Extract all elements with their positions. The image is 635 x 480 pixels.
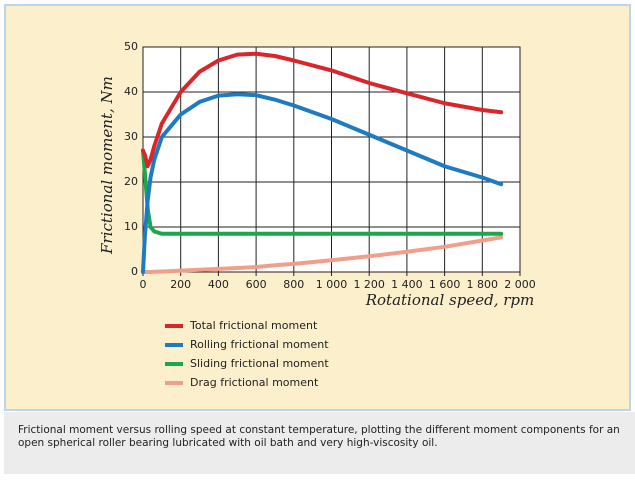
series-line — [141, 235, 504, 274]
y-axis-label: Frictional moment, Nm — [98, 76, 116, 255]
x-tick-label: 400 — [208, 278, 229, 291]
x-tick-label: 800 — [283, 278, 304, 291]
chart: Rotational speed, rpm Frictional moment,… — [98, 40, 536, 389]
caption: Frictional moment versus rolling speed a… — [4, 412, 635, 474]
x-axis-label: Rotational speed, rpm — [365, 291, 535, 309]
y-tick-label: 50 — [124, 40, 138, 53]
legend-label: Sliding frictional moment — [190, 357, 329, 370]
x-tick-label: 1 000 — [316, 278, 348, 291]
series-line — [141, 51, 504, 169]
x-tick-label: 1 400 — [391, 278, 423, 291]
y-tick-label: 10 — [124, 220, 138, 233]
y-tick-label: 30 — [124, 130, 138, 143]
x-tick-label: 1 600 — [429, 278, 461, 291]
x-tick-label: 200 — [170, 278, 191, 291]
x-tick-label: 0 — [140, 278, 147, 291]
legend-label: Rolling frictional moment — [190, 338, 329, 351]
series-line — [141, 148, 504, 236]
y-tick-label: 40 — [124, 85, 138, 98]
y-tick-label: 20 — [124, 175, 138, 188]
x-tick-label: 1 200 — [353, 278, 385, 291]
series-line — [141, 92, 504, 274]
y-tick-label: 0 — [131, 265, 138, 278]
legend-label: Drag frictional moment — [190, 376, 319, 389]
x-tick-label: 2 000 — [504, 278, 536, 291]
x-tick-label: 1 800 — [467, 278, 499, 291]
x-tick-label: 600 — [246, 278, 267, 291]
legend-label: Total frictional moment — [189, 319, 318, 332]
